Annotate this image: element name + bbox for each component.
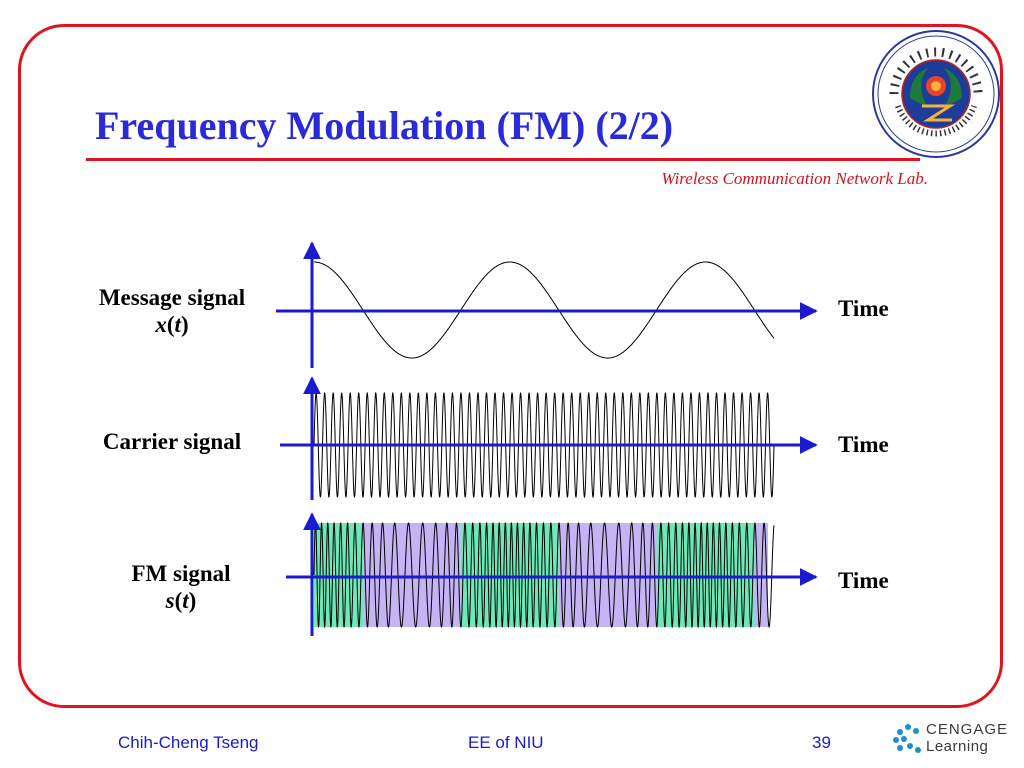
title-underline — [86, 158, 920, 161]
fm-waveform — [313, 521, 775, 629]
footer-department: EE of NIU — [468, 733, 544, 752]
carrier-signal-label: Carrier signal — [102, 429, 242, 454]
footer-page-number: 39 — [812, 733, 831, 752]
slide-frame — [18, 24, 1003, 708]
cengage-word: CENGAGE — [926, 721, 1009, 738]
lab-name: Wireless Communication Network Lab. — [661, 169, 928, 188]
carrier-time-label: Time — [838, 432, 889, 457]
message-signal-name: Message signal — [98, 285, 246, 310]
message-signal-symbol: x(t) — [155, 312, 189, 337]
slide-title: Frequency Modulation (FM) (2/2) — [95, 103, 674, 148]
cengage-dots-icon — [893, 724, 921, 753]
fm-signal-label: FM signal s(t) — [98, 560, 264, 614]
message-signal-label: Message signal x(t) — [76, 284, 268, 338]
message-time-label: Time — [838, 296, 889, 321]
footer-author: Chih-Cheng Tseng — [118, 733, 259, 752]
fm-signal-symbol: s(t) — [165, 588, 197, 613]
fm-signal-name: FM signal — [131, 561, 231, 586]
message-waveform — [313, 261, 775, 359]
cengage-learning-logo: CENGAGE Learning — [888, 718, 1016, 758]
fm-time-label: Time — [838, 568, 889, 593]
university-seal-logo — [872, 30, 1000, 158]
learning-word: Learning — [926, 738, 989, 755]
